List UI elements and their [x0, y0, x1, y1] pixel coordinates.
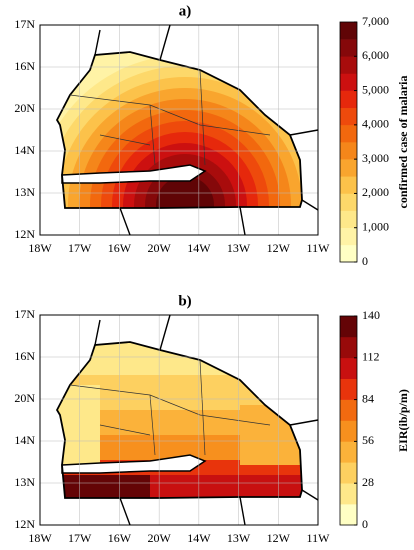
colorbar-band	[340, 441, 357, 463]
colorbar-tick-label: 84	[362, 391, 374, 405]
colorbar-band	[340, 227, 357, 246]
colorbar-band	[340, 316, 357, 338]
colorbar-title: confirmed case of malaria	[396, 76, 410, 209]
colorbar-band	[340, 483, 357, 505]
y-tick-label: 20N	[14, 391, 35, 405]
colorbar-tick-label: 56	[362, 433, 374, 447]
colorbar-band	[340, 193, 357, 211]
x-tick-label: 14W	[187, 531, 211, 545]
x-tick-label: 16W	[108, 531, 132, 545]
colorbar-tick-label: 1,000	[362, 219, 389, 233]
y-tick-label: 20N	[14, 101, 35, 115]
x-tick-label: 18W	[28, 531, 52, 545]
panel-label: b)	[178, 293, 191, 309]
neighbor-borders	[94, 314, 319, 526]
colorbar-tick-label: 0	[362, 517, 368, 531]
colorbar-band	[340, 244, 357, 263]
region-lines	[69, 69, 271, 166]
colorbar-band	[340, 22, 357, 40]
heat-casamance	[57, 475, 150, 498]
y-tick-label: 16N	[14, 349, 35, 363]
x-tick-label: 17W	[68, 241, 92, 255]
colorbar-band	[340, 399, 357, 421]
y-tick-label: 12N	[14, 227, 35, 241]
colorbar-tick-label: 3,000	[362, 151, 389, 165]
colorbar-band	[340, 142, 357, 160]
neighbor-borders	[94, 24, 319, 236]
x-tick-label: 12W	[267, 241, 291, 255]
y-tick-label: 13N	[14, 185, 35, 199]
x-tick-label: 13W	[227, 241, 251, 255]
colorbar-band	[340, 39, 357, 57]
map-frame	[39, 24, 319, 236]
colorbar-band	[340, 176, 357, 194]
x-tick-label: 13W	[227, 531, 251, 545]
colorbar-tick-label: 140	[362, 308, 380, 322]
gambia	[61, 454, 207, 474]
x-tick-label: 16W	[108, 241, 132, 255]
country-outline	[55, 51, 303, 209]
heat-ring	[156, 176, 214, 208]
x-tick-label: 11W	[307, 531, 331, 545]
x-tick-label: 14W	[187, 241, 211, 255]
colorbar-tick-label: 0	[362, 254, 368, 268]
country-outline	[55, 341, 303, 499]
colorbar-band	[340, 124, 357, 143]
region-lines	[69, 359, 271, 456]
colorbar-band	[340, 210, 357, 229]
colorbar-band	[340, 73, 357, 91]
colorbar-frame	[339, 315, 358, 526]
map-frame	[39, 314, 319, 526]
colorbar-band	[340, 56, 357, 74]
colorbar-tick-label: 5,000	[362, 82, 389, 96]
panel-label: a)	[179, 3, 192, 19]
x-tick-label: 20W	[147, 531, 171, 545]
colorbar-band	[340, 107, 357, 126]
colorbar-tick-label: 2,000	[362, 185, 389, 199]
colorbar-band	[340, 159, 357, 177]
colorbar-band	[340, 504, 357, 526]
colorbar-tick-label: 6,000	[362, 48, 389, 62]
x-tick-label: 17W	[68, 531, 92, 545]
colorbar-tick-label: 7,000	[362, 14, 389, 28]
colorbar-tick-label: 112	[362, 350, 380, 364]
colorbar-band	[340, 420, 357, 442]
y-tick-label: 16N	[14, 59, 35, 73]
gambia	[61, 164, 207, 184]
colorbar-tick-label: 28	[362, 475, 374, 489]
x-tick-label: 11W	[307, 241, 331, 255]
y-tick-label: 14N	[14, 433, 35, 447]
colorbar-band	[340, 357, 357, 379]
colorbar-tick-label: 4,000	[362, 117, 389, 131]
y-tick-label: 17N	[14, 17, 35, 31]
heat-south	[150, 477, 240, 498]
x-tick-label: 12W	[267, 531, 291, 545]
y-tick-label: 17N	[14, 307, 35, 321]
y-tick-label: 12N	[14, 517, 35, 531]
y-tick-label: 14N	[14, 143, 35, 157]
y-tick-label: 13N	[14, 475, 35, 489]
colorbar-frame	[339, 21, 358, 263]
x-tick-label: 20W	[147, 241, 171, 255]
colorbar-band	[340, 90, 357, 109]
colorbar-band	[340, 336, 357, 359]
colorbar-band	[340, 378, 357, 400]
colorbar-title: EIR(ib/p/m)	[396, 389, 410, 452]
colorbar-band	[340, 462, 357, 484]
x-tick-label: 18W	[28, 241, 52, 255]
